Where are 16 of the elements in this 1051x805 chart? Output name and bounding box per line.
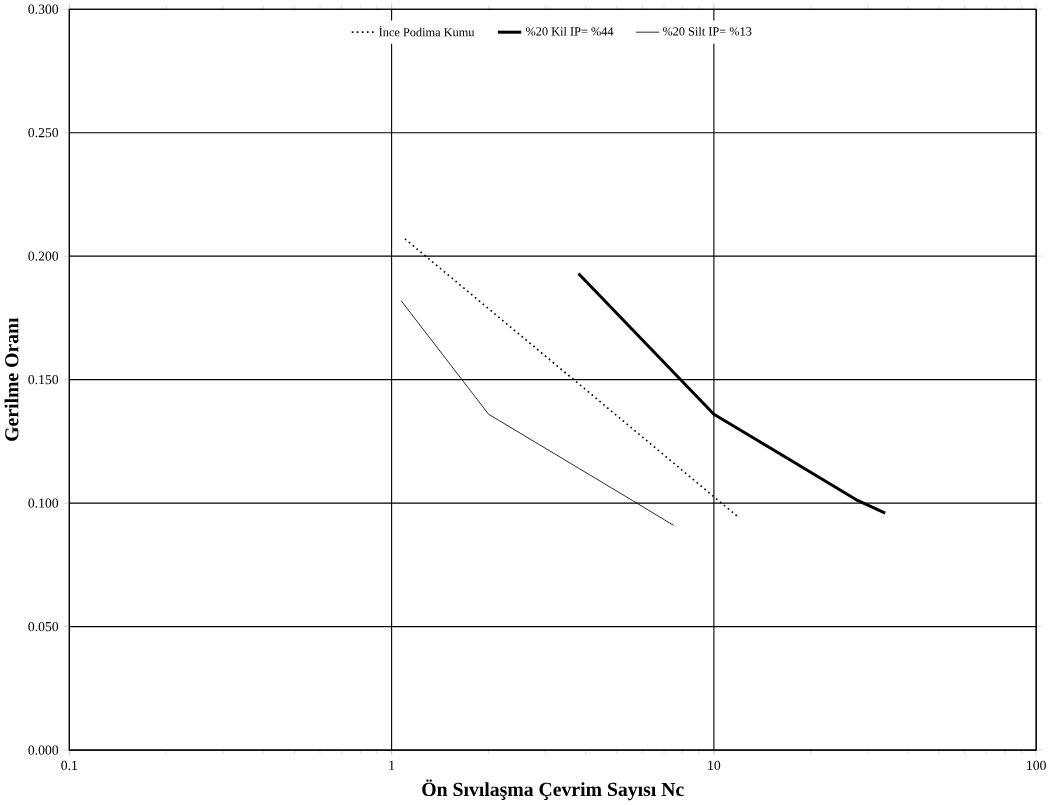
y-axis-title: Gerilme Oranı bbox=[4, 317, 19, 441]
legend-label: İnce Podima Kumu bbox=[379, 26, 475, 37]
y-tick-label: 0.200 bbox=[28, 251, 59, 261]
y-tick-label: 0.100 bbox=[28, 498, 59, 508]
y-tick-label: 0.300 bbox=[28, 4, 59, 14]
y-tick-label: 0.000 bbox=[28, 745, 59, 755]
legend-label: %20 Silt IP= %13 bbox=[662, 27, 752, 36]
x-tick-label: 0.1 bbox=[61, 760, 78, 771]
legend-label: %20 Kil IP= %44 bbox=[525, 27, 614, 36]
x-axis-title: Ön Sıvılaşma Çevrim Sayısı Nc bbox=[422, 779, 684, 801]
y-tick-label: 0.250 bbox=[28, 128, 59, 138]
y-tick-label: 0.150 bbox=[28, 375, 59, 385]
y-tick-label: 0.050 bbox=[28, 622, 59, 632]
x-tick-label: 10 bbox=[708, 760, 721, 771]
x-tick-label: 100 bbox=[1027, 760, 1046, 771]
x-tick-label: 1 bbox=[389, 760, 395, 770]
